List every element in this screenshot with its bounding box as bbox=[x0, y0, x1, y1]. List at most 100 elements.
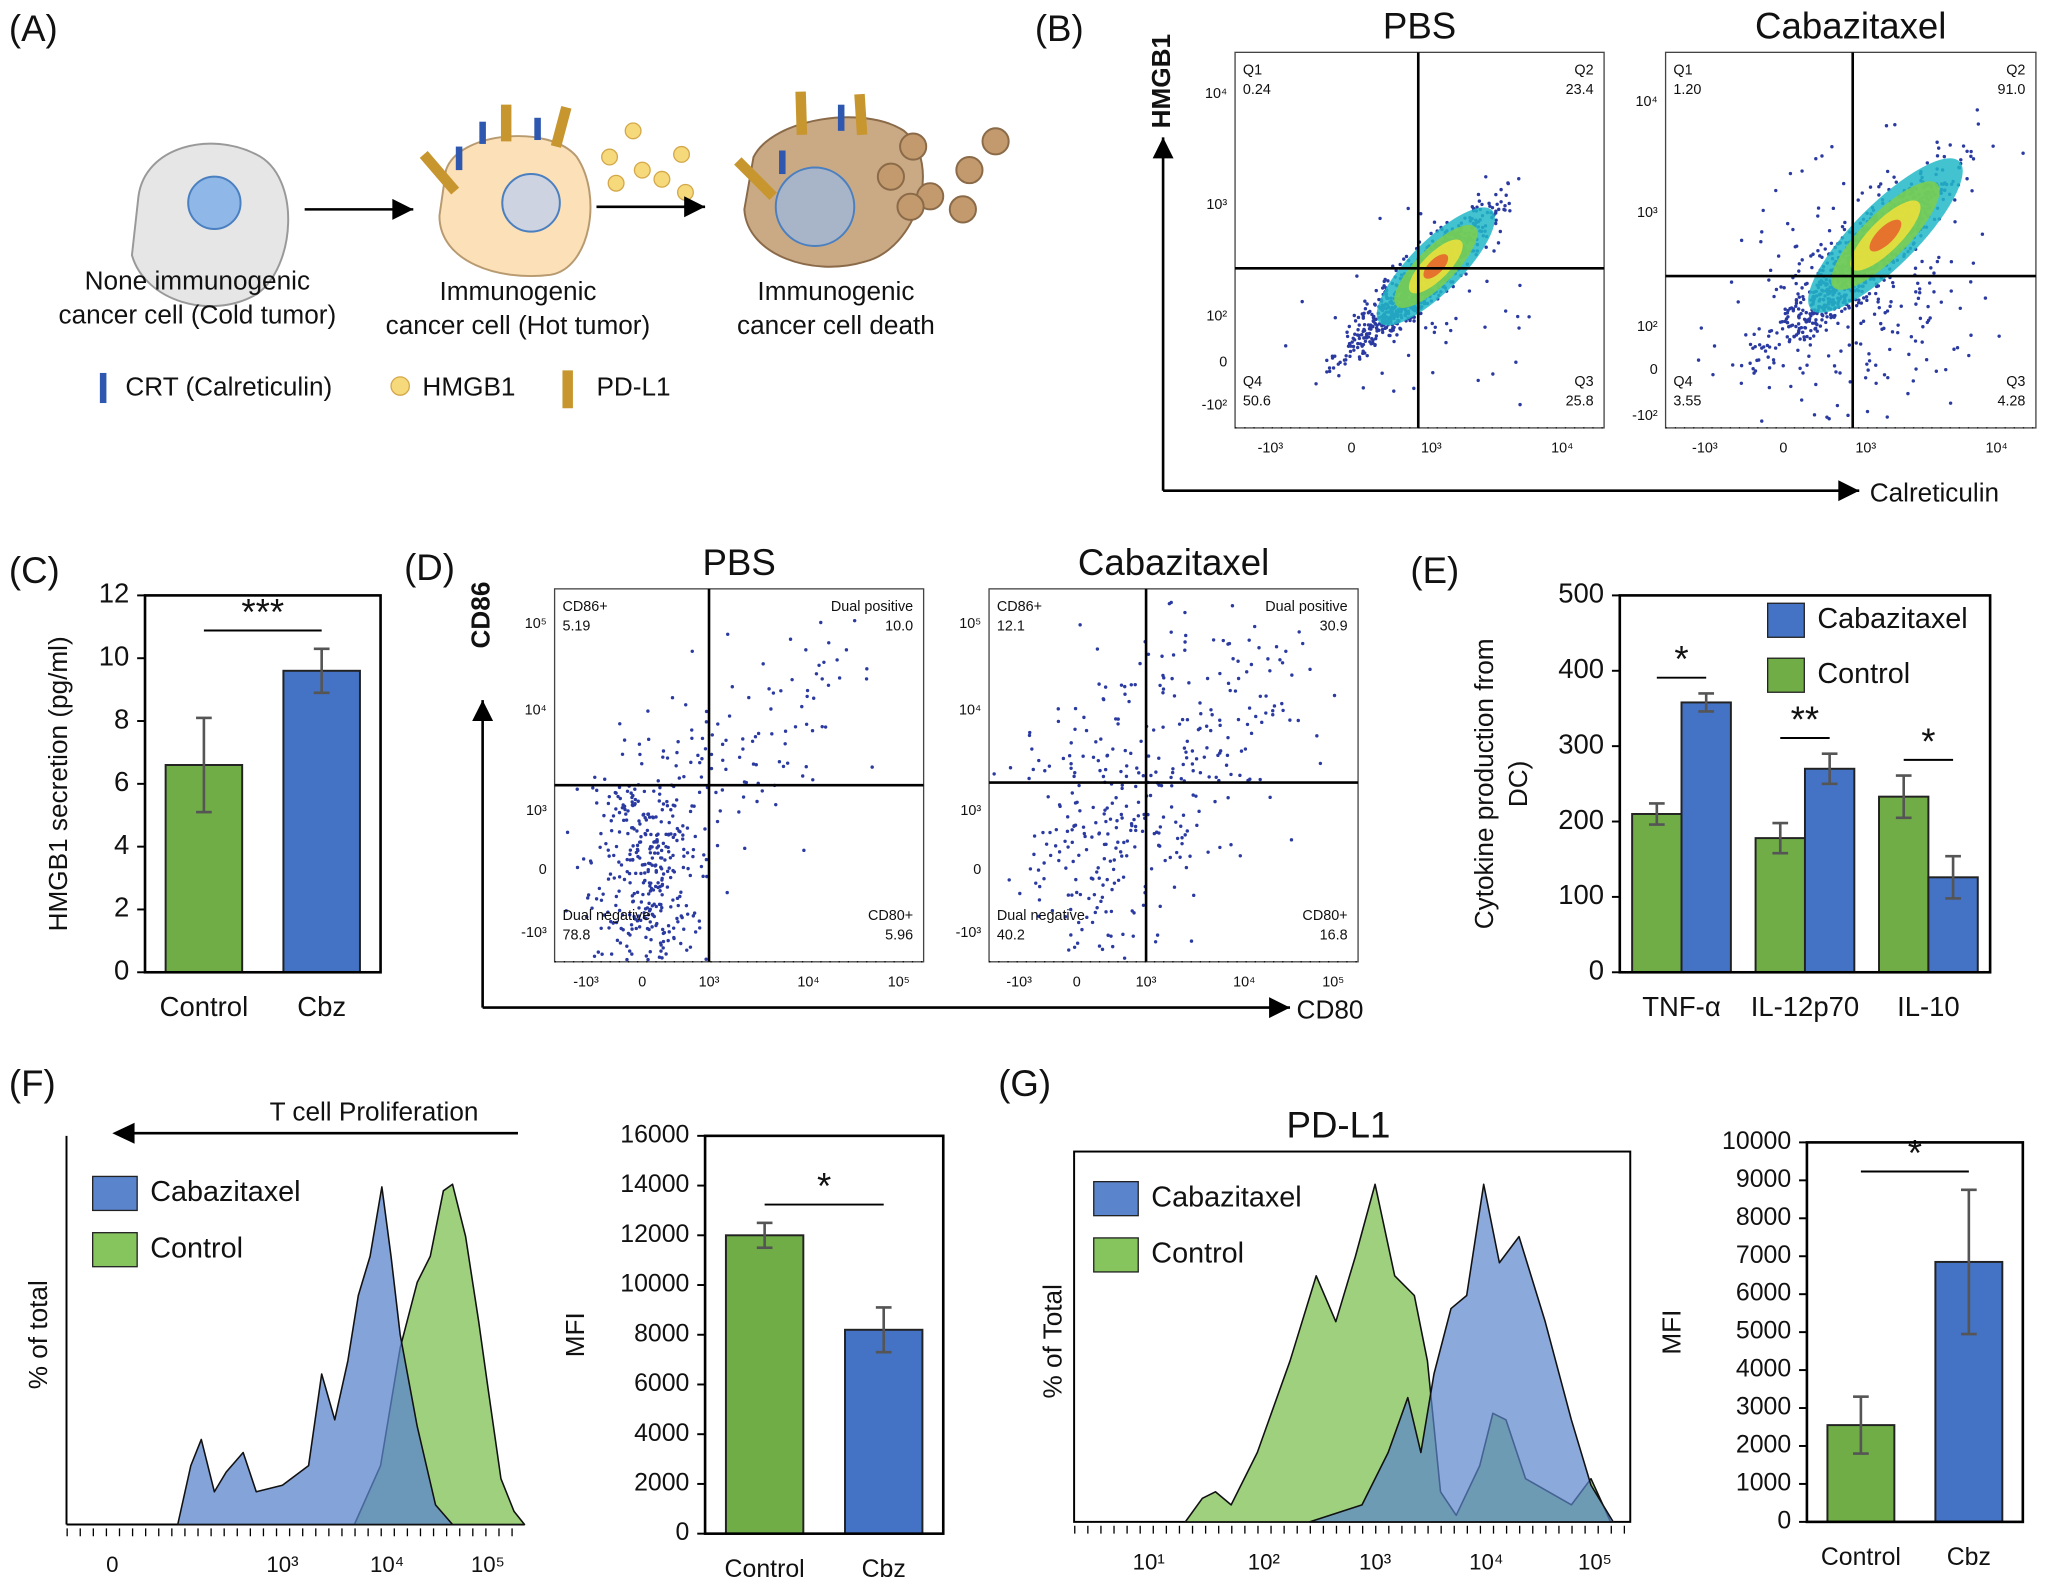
dot bbox=[1194, 757, 1199, 761]
dot bbox=[1965, 177, 1969, 181]
dot bbox=[870, 765, 874, 769]
dot bbox=[671, 868, 675, 873]
dot bbox=[644, 935, 648, 940]
dot bbox=[1760, 346, 1764, 350]
dot bbox=[1357, 323, 1361, 327]
dot bbox=[647, 815, 652, 819]
dot bbox=[1494, 209, 1498, 213]
dot bbox=[1876, 300, 1880, 304]
dot bbox=[676, 903, 680, 908]
dot bbox=[1069, 766, 1073, 770]
dot bbox=[1139, 739, 1143, 744]
dot bbox=[643, 832, 648, 837]
dot bbox=[642, 915, 647, 920]
dot bbox=[1464, 272, 1468, 276]
dot bbox=[603, 777, 607, 781]
dot bbox=[640, 761, 644, 766]
dot bbox=[783, 729, 788, 733]
bar bbox=[1878, 795, 1930, 974]
dot bbox=[648, 847, 652, 851]
dot bbox=[720, 788, 725, 792]
dot bbox=[1419, 211, 1423, 216]
dot bbox=[1527, 315, 1531, 319]
dot bbox=[1942, 154, 1947, 159]
dot bbox=[1865, 298, 1869, 303]
dot bbox=[659, 902, 663, 907]
dot bbox=[1477, 199, 1482, 203]
dot bbox=[1084, 847, 1089, 852]
dot bbox=[655, 921, 659, 926]
dot bbox=[1711, 372, 1715, 377]
dot bbox=[774, 802, 778, 807]
dot bbox=[1769, 328, 1774, 333]
dot bbox=[637, 906, 641, 910]
dot bbox=[1787, 325, 1791, 329]
dot bbox=[1336, 362, 1341, 366]
dot bbox=[1767, 366, 1772, 370]
dot bbox=[1856, 198, 1860, 202]
dot bbox=[1454, 316, 1458, 321]
dot bbox=[1218, 723, 1222, 728]
dot bbox=[675, 838, 679, 843]
dot bbox=[1377, 297, 1381, 302]
dot bbox=[1765, 343, 1770, 348]
dot bbox=[1067, 754, 1072, 758]
dot bbox=[661, 802, 666, 806]
dot bbox=[1866, 368, 1870, 372]
dot bbox=[1959, 158, 1963, 162]
dot bbox=[1800, 169, 1804, 173]
plot-title: PBS bbox=[1383, 5, 1456, 46]
dot bbox=[1825, 315, 1829, 319]
dot bbox=[1358, 342, 1363, 346]
legend-swatch bbox=[1767, 657, 1805, 693]
dot bbox=[615, 938, 620, 943]
dot bbox=[1843, 307, 1847, 311]
dot bbox=[692, 911, 697, 915]
dot bbox=[646, 957, 650, 962]
dot bbox=[646, 912, 651, 917]
dot bbox=[1816, 206, 1821, 210]
dot bbox=[1211, 638, 1216, 642]
dot bbox=[1970, 189, 1974, 193]
dot bbox=[1808, 336, 1812, 341]
dot bbox=[659, 943, 663, 947]
dot bbox=[1433, 325, 1437, 329]
dot bbox=[1374, 336, 1378, 341]
dot bbox=[747, 695, 751, 700]
dot bbox=[1351, 344, 1356, 349]
dot bbox=[1182, 746, 1187, 750]
dot bbox=[670, 696, 675, 700]
dot bbox=[1300, 299, 1304, 304]
dot bbox=[1118, 850, 1123, 854]
dot bbox=[1048, 853, 1053, 858]
dot bbox=[690, 804, 694, 808]
dot bbox=[1101, 774, 1106, 779]
dot bbox=[1378, 216, 1382, 221]
dot bbox=[1921, 325, 1925, 329]
x-tick-label: 10⁵ bbox=[471, 1552, 505, 1577]
dot bbox=[1158, 825, 1163, 829]
dot bbox=[586, 893, 591, 897]
dot bbox=[1123, 684, 1127, 689]
dot bbox=[1771, 358, 1776, 362]
dot bbox=[685, 948, 689, 952]
axis-title: DC) bbox=[1503, 761, 1533, 807]
pdl1-marker bbox=[419, 151, 460, 195]
dot bbox=[1114, 796, 1118, 800]
plot-title: Cabazitaxel bbox=[1755, 5, 1946, 46]
x-tick-label: 10³ bbox=[1136, 975, 1157, 991]
dot bbox=[681, 833, 685, 837]
dot bbox=[619, 863, 624, 867]
dot bbox=[785, 761, 790, 765]
dot bbox=[604, 841, 608, 846]
dot bbox=[810, 729, 815, 733]
dot bbox=[1120, 783, 1124, 787]
y-tick-label: 10² bbox=[1637, 319, 1658, 335]
dot bbox=[1494, 192, 1498, 197]
dot bbox=[1432, 330, 1437, 335]
dot bbox=[631, 900, 635, 904]
dot bbox=[827, 641, 831, 645]
dot bbox=[1268, 669, 1272, 673]
dot bbox=[1111, 944, 1115, 949]
dot bbox=[1249, 662, 1254, 667]
